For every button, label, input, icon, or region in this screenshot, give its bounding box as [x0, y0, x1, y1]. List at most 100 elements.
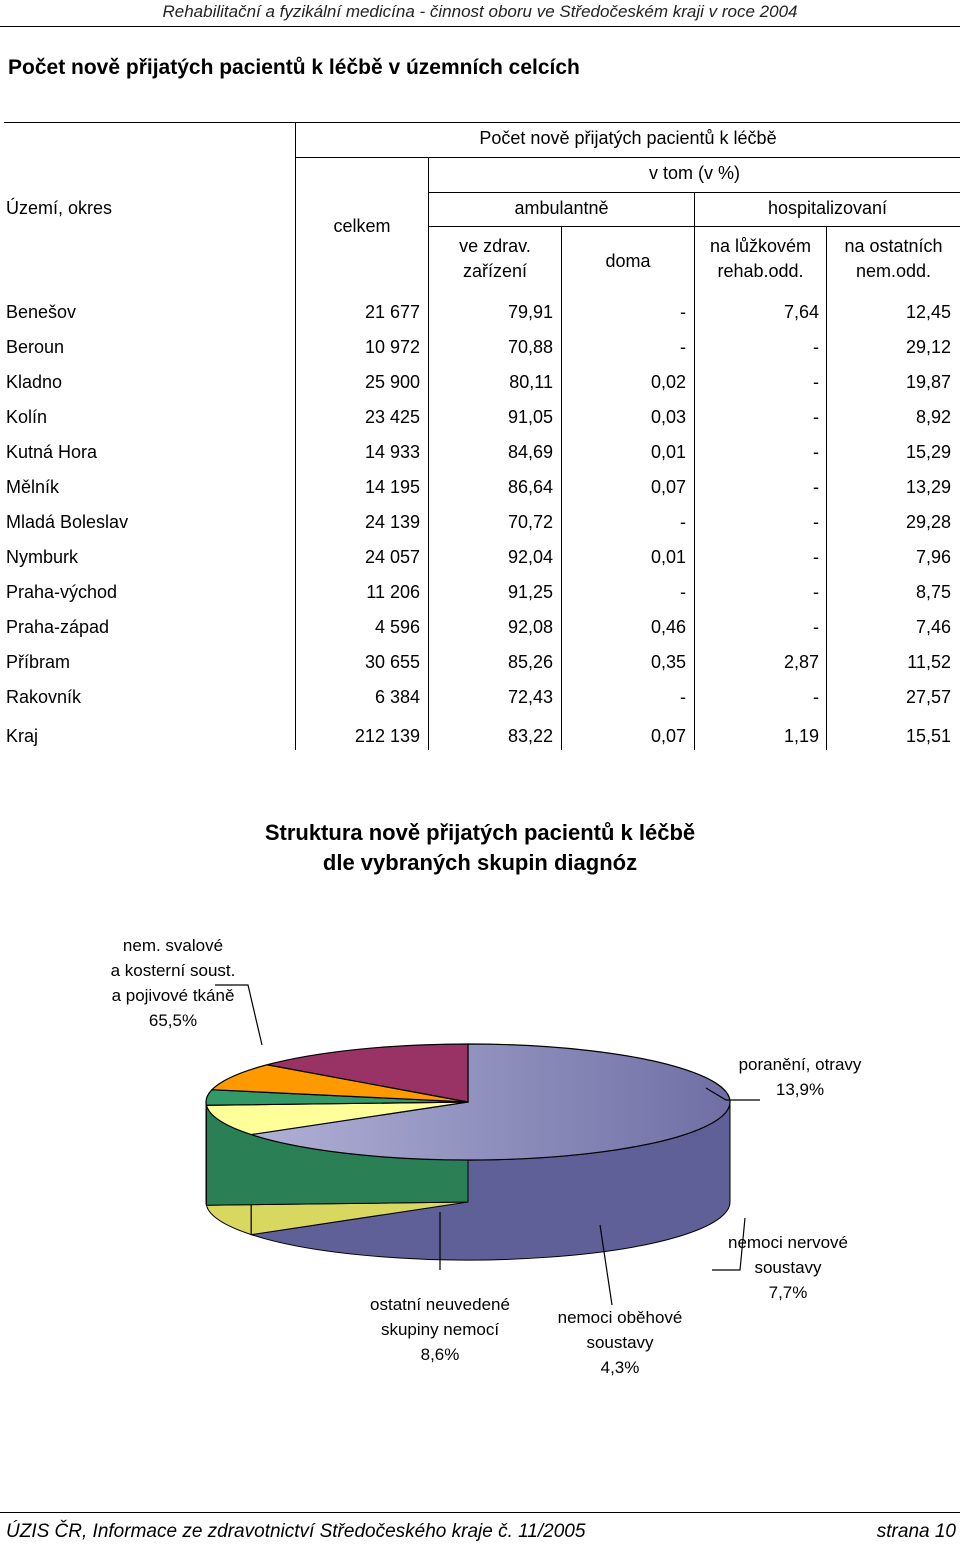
header-other-line1: na ostatních	[844, 236, 943, 256]
cell-doma: 0,46	[650, 617, 686, 637]
cell-total: 24 139	[364, 512, 420, 532]
cell-rehab: 7,64	[783, 302, 819, 322]
pie-slice-0	[251, 1043, 731, 1161]
cell-zdrav: 84,69	[507, 442, 553, 462]
pie-leader-line-2	[599, 1224, 613, 1306]
header-vtom: v tom (v %)	[648, 163, 740, 183]
header-group: Počet nově přijatých pacientů k léčbě	[479, 128, 777, 148]
cell-rehab: -	[813, 477, 819, 497]
row-territory: Benešov	[6, 302, 77, 322]
pie-label-text: a pojivové tkáně	[111, 986, 235, 1005]
cell-zdrav: 85,26	[507, 652, 553, 672]
cell-other: 8,92	[915, 407, 951, 427]
row-territory: Příbram	[6, 652, 71, 672]
pie-label-text: a kosterní soust.	[110, 961, 236, 980]
row-territory: Nymburk	[6, 547, 79, 567]
cell-doma: -	[680, 512, 686, 532]
header-doma: doma	[605, 251, 651, 271]
table-vline	[295, 122, 296, 750]
pie-label-text: soustavy	[754, 1258, 822, 1277]
pie-label-2: nemoci oběhové soustavy 4,3%	[540, 1305, 700, 1380]
row-territory: Kolín	[6, 407, 48, 427]
cell-zdrav: 92,08	[507, 617, 553, 637]
table-vline	[561, 226, 562, 750]
row-territory: Rakovník	[6, 687, 82, 707]
header-divider	[0, 26, 960, 27]
cell-rehab: -	[813, 687, 819, 707]
table-hline	[428, 192, 960, 193]
cell-total: 6 384	[374, 687, 420, 707]
cell-doma: -	[680, 337, 686, 357]
cell-other: 27,57	[905, 687, 951, 707]
row-territory: Praha-východ	[6, 582, 118, 602]
cell-zdrav: 70,88	[507, 337, 553, 357]
cell-other: 11,52	[907, 652, 951, 672]
row-territory: Kladno	[6, 372, 63, 392]
row-territory: Kraj	[6, 726, 39, 746]
pie-label-text: nem. svalové	[122, 936, 224, 955]
cell-rehab: -	[813, 442, 819, 462]
table-hline	[428, 226, 960, 227]
table-hline	[295, 157, 960, 158]
row-territory: Praha-západ	[6, 617, 110, 637]
pie-label-text: nemoci nervové	[727, 1233, 848, 1252]
header-rehab-line2: rehab.odd.	[717, 261, 804, 281]
cell-rehab: -	[813, 512, 819, 532]
cell-total: 30 655	[364, 652, 420, 672]
pie-label-3: nemoci nervové soustavy 7,7%	[700, 1230, 876, 1305]
cell-doma: -	[680, 687, 686, 707]
section-title: Počet nově přijatých pacientů k léčbě v …	[8, 56, 580, 79]
cell-doma: 0,01	[650, 547, 686, 567]
cell-total: 14 933	[364, 442, 420, 462]
cell-doma: 0,03	[650, 407, 686, 427]
cell-zdrav: 79,91	[507, 302, 553, 322]
cell-total: 23 425	[364, 407, 420, 427]
pie-label-text: poranění, otravy	[738, 1055, 862, 1074]
cell-zdrav: 91,25	[507, 582, 553, 602]
cell-other: 15,29	[905, 442, 951, 462]
cell-doma: 0,02	[650, 372, 686, 392]
pie-label-text: nemoci oběhové	[557, 1308, 683, 1327]
pie-label-1: ostatní neuvedené skupiny nemocí 8,6%	[350, 1292, 530, 1367]
cell-other: 15,51	[905, 726, 951, 746]
cell-rehab: -	[813, 617, 819, 637]
cell-total: 212 139	[354, 726, 420, 746]
pie-leader-line-0	[215, 984, 263, 1046]
cell-rehab: 2,87	[783, 652, 819, 672]
pie-label-4: poranění, otravy 13,9%	[720, 1052, 880, 1102]
pie-slice-3	[210, 1064, 469, 1103]
pie-label-value: 7,7%	[768, 1283, 808, 1302]
cell-other: 13,29	[905, 477, 951, 497]
cell-doma: 0,07	[650, 477, 686, 497]
cell-doma: -	[680, 302, 686, 322]
pie-label-text: ostatní neuvedené	[370, 1295, 510, 1314]
cell-zdrav: 70,72	[507, 512, 553, 532]
header-territory: Území, okres	[6, 198, 113, 218]
cell-doma: 0,07	[650, 726, 686, 746]
cell-zdrav: 80,11	[509, 372, 553, 392]
cell-other: 8,75	[915, 582, 951, 602]
cell-zdrav: 91,05	[507, 407, 553, 427]
cell-rehab: -	[813, 407, 819, 427]
header-rehab-line1: na lůžkovém	[709, 236, 812, 256]
pie-label-0: nem. svalové a kosterní soust. a pojivové …	[88, 933, 258, 1033]
cell-doma: 0,01	[650, 442, 686, 462]
pie-slice-1	[205, 1101, 469, 1136]
cell-total: 14 195	[364, 477, 420, 497]
pie-label-value: 13,9%	[775, 1080, 825, 1099]
table-vline	[428, 157, 429, 750]
cell-total: 10 972	[364, 337, 420, 357]
footer-divider	[0, 1512, 960, 1513]
header-zdrav-line2: zařízení	[462, 261, 528, 281]
footer-source: ÚZIS ČR, Informace ze zdravotnictví Stře…	[6, 1521, 586, 1542]
pie-leader-line-4	[705, 1087, 760, 1101]
cell-total: 11 206	[366, 582, 420, 602]
row-territory: Beroun	[6, 337, 65, 357]
cell-doma: -	[680, 582, 686, 602]
cell-other: 12,45	[905, 302, 951, 322]
header-ambulant: ambulantně	[514, 198, 609, 218]
pie-slice-4	[267, 1043, 469, 1103]
pie-label-value: 8,6%	[420, 1345, 460, 1364]
cell-other: 7,96	[915, 547, 951, 567]
cell-rehab: -	[813, 337, 819, 357]
